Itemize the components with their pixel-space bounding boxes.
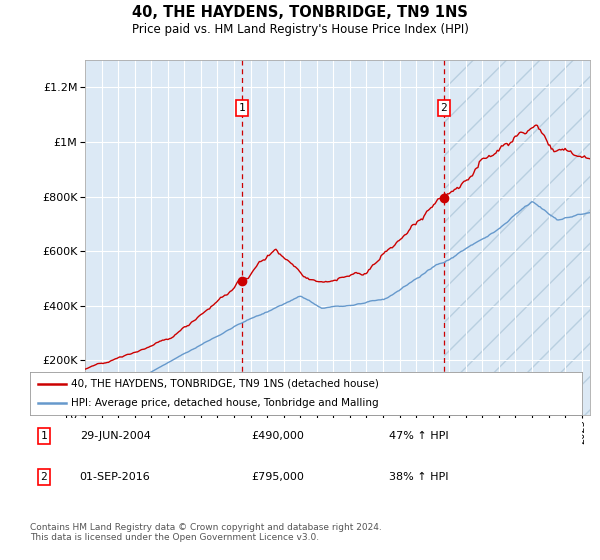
Bar: [242, 60, 444, 415]
Text: 40, THE HAYDENS, TONBRIDGE, TN9 1NS: 40, THE HAYDENS, TONBRIDGE, TN9 1NS: [132, 5, 468, 20]
Text: 2: 2: [40, 472, 47, 482]
Text: 47% ↑ HPI: 47% ↑ HPI: [389, 431, 448, 441]
Text: 01-SEP-2016: 01-SEP-2016: [80, 472, 151, 482]
Text: £490,000: £490,000: [251, 431, 304, 441]
Bar: [444, 60, 590, 415]
Text: Price paid vs. HM Land Registry's House Price Index (HPI): Price paid vs. HM Land Registry's House …: [131, 23, 469, 36]
Text: 1: 1: [40, 431, 47, 441]
Text: 38% ↑ HPI: 38% ↑ HPI: [389, 472, 448, 482]
Text: 1: 1: [239, 103, 245, 113]
Text: 2: 2: [440, 103, 447, 113]
Text: 29-JUN-2004: 29-JUN-2004: [80, 431, 151, 441]
Text: Contains HM Land Registry data © Crown copyright and database right 2024.
This d: Contains HM Land Registry data © Crown c…: [30, 522, 382, 542]
Text: HPI: Average price, detached house, Tonbridge and Malling: HPI: Average price, detached house, Tonb…: [71, 398, 379, 408]
Text: £795,000: £795,000: [251, 472, 304, 482]
Text: 40, THE HAYDENS, TONBRIDGE, TN9 1NS (detached house): 40, THE HAYDENS, TONBRIDGE, TN9 1NS (det…: [71, 379, 379, 389]
